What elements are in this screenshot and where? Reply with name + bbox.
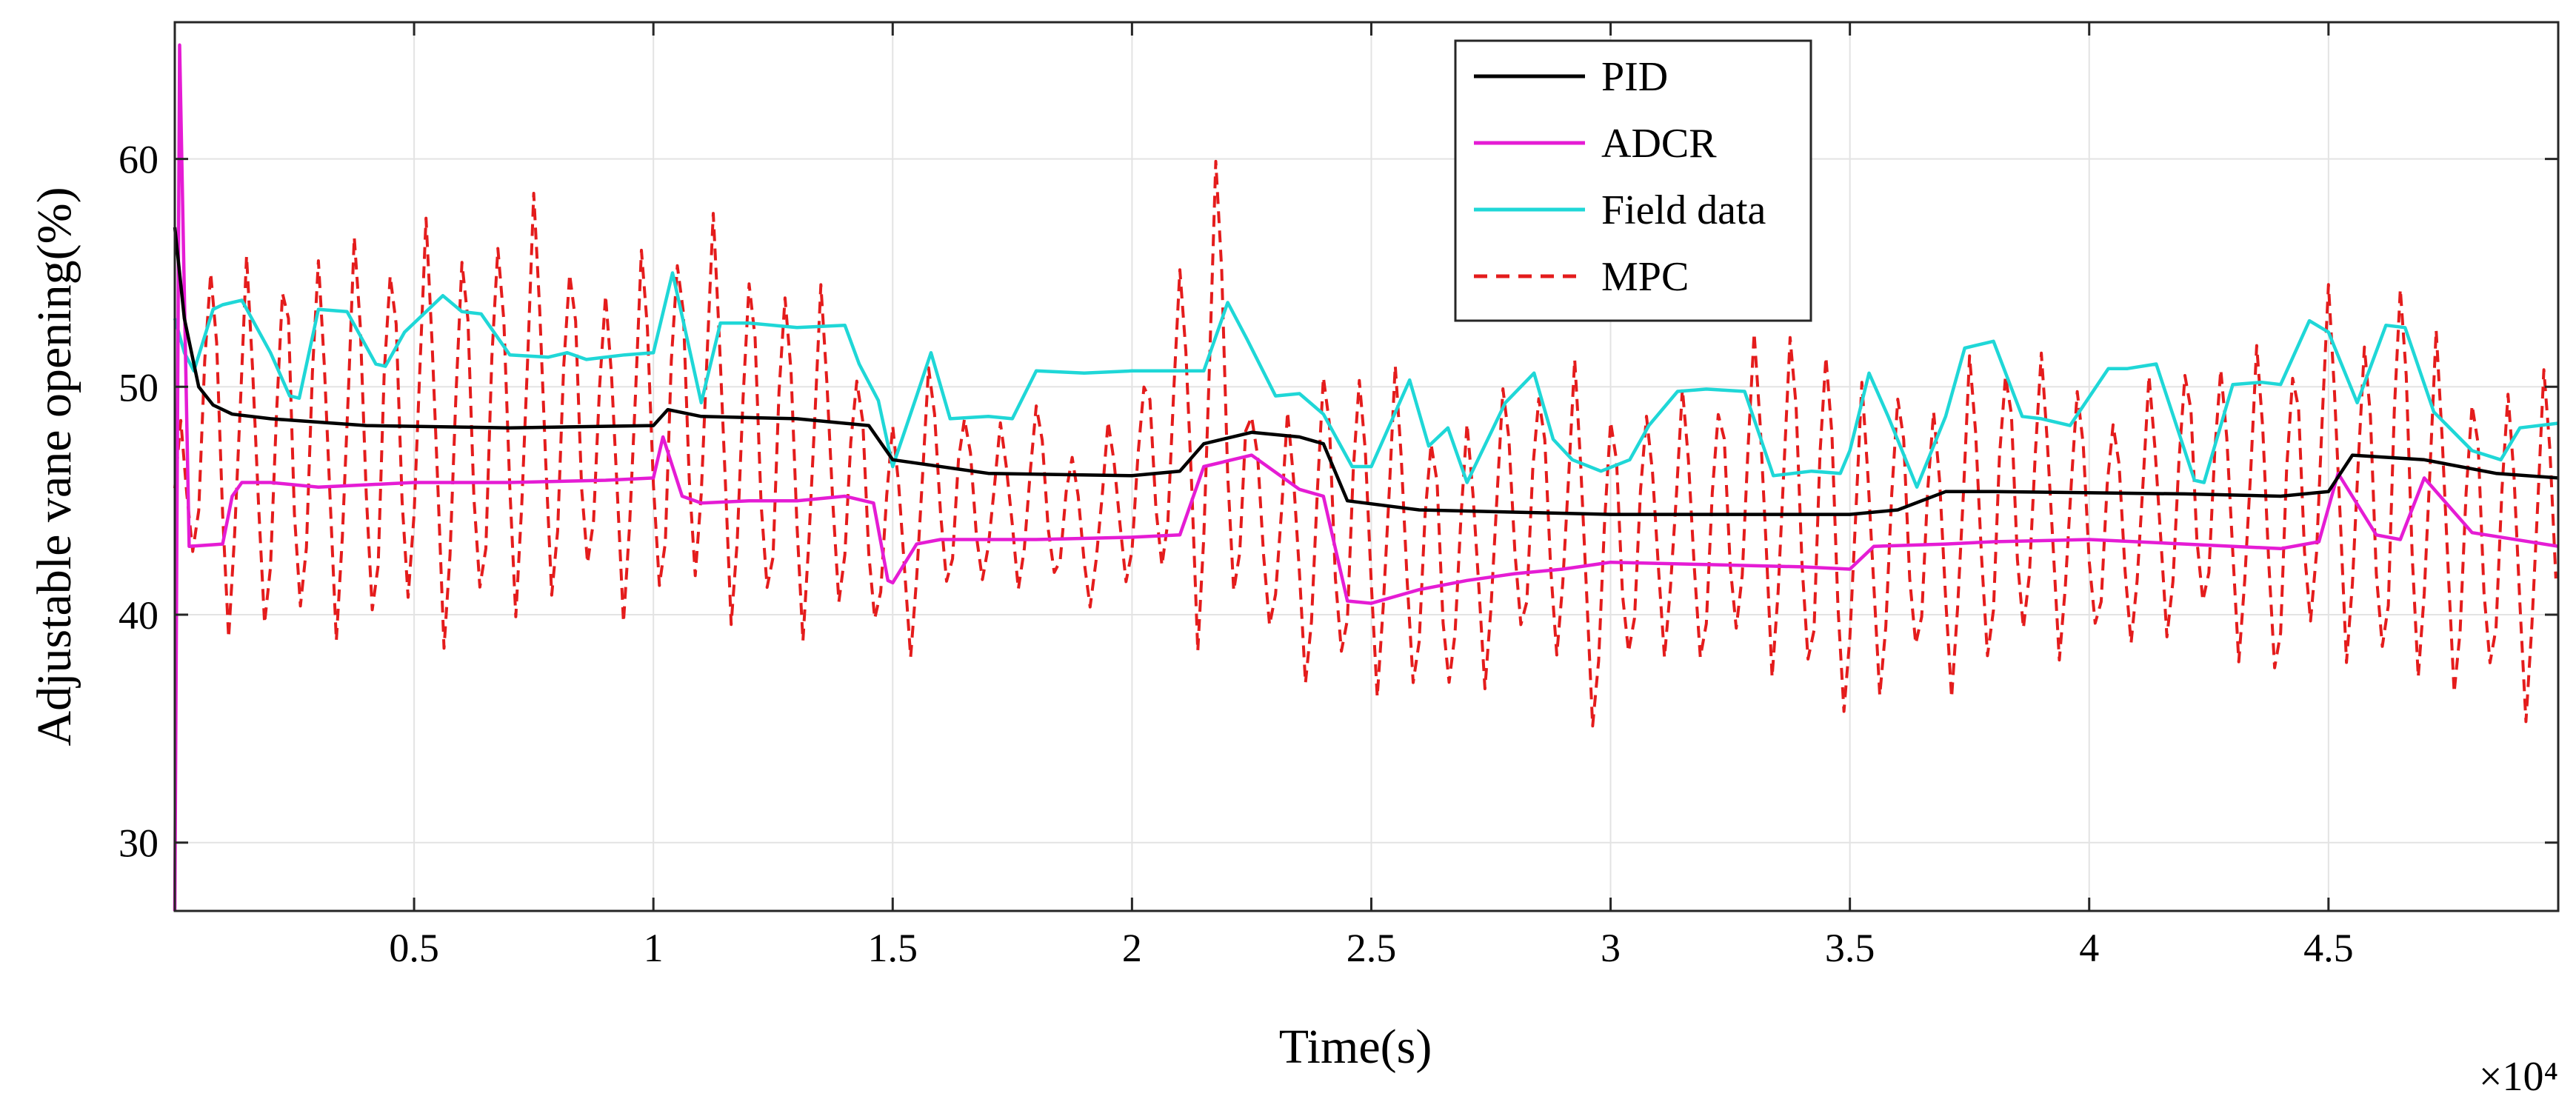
y-axis-label: Adjustable vane opening(%) xyxy=(27,187,81,746)
y-tick-label: 50 xyxy=(119,365,159,410)
x-tick-label: 4 xyxy=(2079,926,2099,970)
tick-labels: 0.5 1 1.5 2 2.5 3 3.5 4 4.5 30 40 50 60 xyxy=(119,138,2354,970)
x-tick-label: 1.5 xyxy=(868,926,918,970)
x-exponent-label: ×10⁴ xyxy=(2479,1054,2558,1100)
legend-label: Field data xyxy=(1601,187,1766,233)
x-tick-label: 1 xyxy=(644,926,664,970)
tick-marks xyxy=(175,22,2558,911)
x-axis-label: Time(s) xyxy=(1279,1020,1432,1074)
legend-label: MPC xyxy=(1601,254,1689,300)
x-tick-label: 2 xyxy=(1122,926,1142,970)
y-tick-label: 30 xyxy=(119,821,159,866)
series-line-adcr xyxy=(173,43,2559,912)
legend-box xyxy=(1454,39,1812,322)
y-tick-label: 60 xyxy=(119,138,159,182)
legend: PID ADCR Field data MPC xyxy=(1454,39,1812,322)
series-line-field-data xyxy=(173,271,2559,489)
y-tick-label: 40 xyxy=(119,593,159,638)
legend-label: ADCR xyxy=(1601,121,1717,167)
x-tick-label: 0.5 xyxy=(389,926,439,970)
series-layer xyxy=(173,43,2559,912)
x-tick-label: 3 xyxy=(1601,926,1621,970)
x-tick-label: 4.5 xyxy=(2303,926,2354,970)
x-tick-label: 3.5 xyxy=(1825,926,1875,970)
plot-frame xyxy=(173,21,2560,912)
series-line-pid xyxy=(173,227,2559,516)
x-tick-label: 2.5 xyxy=(1347,926,1397,970)
legend-label: PID xyxy=(1601,54,1668,100)
